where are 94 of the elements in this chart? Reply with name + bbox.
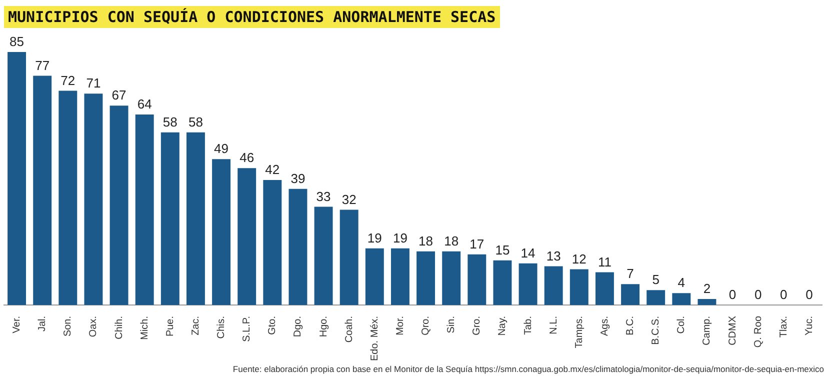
data-label: 19 <box>392 230 408 246</box>
x-tick-label: Nay. <box>497 316 508 336</box>
x-tick-label: Mich. <box>139 316 150 340</box>
data-label: 39 <box>290 170 306 186</box>
x-tick-label: Chis. <box>216 316 228 339</box>
x-tick-label: Yuc. <box>804 316 815 336</box>
data-label: 13 <box>546 248 561 264</box>
x-tick-label: CDMX <box>727 316 738 346</box>
bar <box>58 90 78 305</box>
data-label: 49 <box>214 141 229 156</box>
bar <box>263 180 282 305</box>
bar <box>621 284 640 305</box>
bar <box>390 248 410 305</box>
x-tick-label: Coah. <box>344 316 355 343</box>
x-tick-label: Q. Roo <box>752 316 764 348</box>
bar <box>544 266 563 305</box>
bar <box>518 263 538 305</box>
data-label: 64 <box>137 96 152 112</box>
x-tick-label: Mor. <box>394 316 406 336</box>
bar <box>468 254 486 305</box>
data-label: 71 <box>86 76 101 91</box>
x-tick-label: N.L. <box>548 316 560 334</box>
x-tick-label: Tamps. <box>574 316 585 348</box>
data-label: 0 <box>780 287 788 302</box>
bar <box>288 188 308 305</box>
x-tick-label: Ags. <box>599 316 610 336</box>
data-label: 12 <box>572 251 586 266</box>
data-label: 46 <box>240 150 254 166</box>
data-label: 11 <box>598 254 612 270</box>
x-tick-label: Camp. <box>702 316 713 346</box>
bar <box>8 52 26 305</box>
data-label: 17 <box>470 236 484 252</box>
bar <box>340 210 358 305</box>
data-label: 32 <box>342 192 356 207</box>
data-label: 33 <box>316 188 331 204</box>
x-tick-label: Tab. <box>522 316 534 335</box>
bar <box>84 94 103 305</box>
data-label: 0 <box>754 287 762 302</box>
data-label: 58 <box>162 114 178 130</box>
data-label: 67 <box>112 88 126 103</box>
data-label: 2 <box>703 281 711 296</box>
data-label: 85 <box>10 34 24 50</box>
chart-title: MUNICIPIOS CON SEQUÍA O CONDICIONES ANORMALMENTE SECAS <box>4 6 500 28</box>
bar <box>416 251 436 305</box>
bar <box>135 114 154 305</box>
x-tick-label: Edo. Méx. <box>369 316 380 362</box>
data-label: 14 <box>520 245 536 260</box>
x-tick-label: Hgo. <box>318 316 330 338</box>
x-tick-label: Son. <box>62 316 74 337</box>
data-label: 18 <box>444 233 459 248</box>
bar <box>698 299 716 305</box>
data-label: 72 <box>60 72 76 88</box>
bar <box>33 76 52 305</box>
bar <box>595 272 614 305</box>
x-tick-label: B.C.S. <box>650 316 662 345</box>
x-tick-label: Qro. <box>420 316 432 336</box>
x-tick-label: Ver. <box>12 316 23 334</box>
x-tick-label: Jal. <box>37 316 48 332</box>
bar <box>570 269 588 305</box>
bar <box>646 290 666 305</box>
data-label: 4 <box>678 275 686 290</box>
x-tick-label: Zac. <box>190 316 202 336</box>
data-label: 15 <box>495 242 510 258</box>
data-label: 5 <box>652 272 660 288</box>
bar <box>110 106 128 305</box>
data-label: 58 <box>188 114 203 130</box>
bar <box>212 159 231 305</box>
x-tick-label: Tlax. <box>778 316 790 338</box>
x-tick-label: Pue. <box>164 316 176 337</box>
data-label: 19 <box>367 230 382 246</box>
bar <box>493 260 512 305</box>
bar <box>160 132 180 305</box>
data-label: 42 <box>265 162 280 178</box>
x-tick-label: Sin. <box>446 316 458 334</box>
x-tick-label: Chih. <box>114 316 125 340</box>
bar <box>672 293 691 305</box>
bar <box>442 251 461 305</box>
x-tick-label: Gro. <box>472 316 483 336</box>
bar <box>365 248 384 305</box>
data-label: 0 <box>806 287 813 302</box>
data-label: 0 <box>728 287 736 302</box>
x-tick-label: Gto. <box>267 316 278 335</box>
bar <box>314 206 333 305</box>
x-tick-label: S.L.P. <box>242 316 253 342</box>
source-note: Fuente: elaboración propia con base en el Monitor de la Sequía https://smn.conagua.gob.mx/es/climatologia/monitor-de-sequia/monitor-de-sequia-en-mexico <box>232 364 824 374</box>
bar <box>238 168 256 305</box>
x-tick-label: Col. <box>676 316 688 334</box>
bar <box>186 132 205 305</box>
data-label: 7 <box>626 266 634 282</box>
data-label: 18 <box>418 233 434 248</box>
x-tick-label: Oax. <box>88 316 100 338</box>
x-tick-label: Dgo. <box>292 316 304 338</box>
data-label: 77 <box>35 58 50 73</box>
x-tick-label: B.C. <box>625 316 636 336</box>
